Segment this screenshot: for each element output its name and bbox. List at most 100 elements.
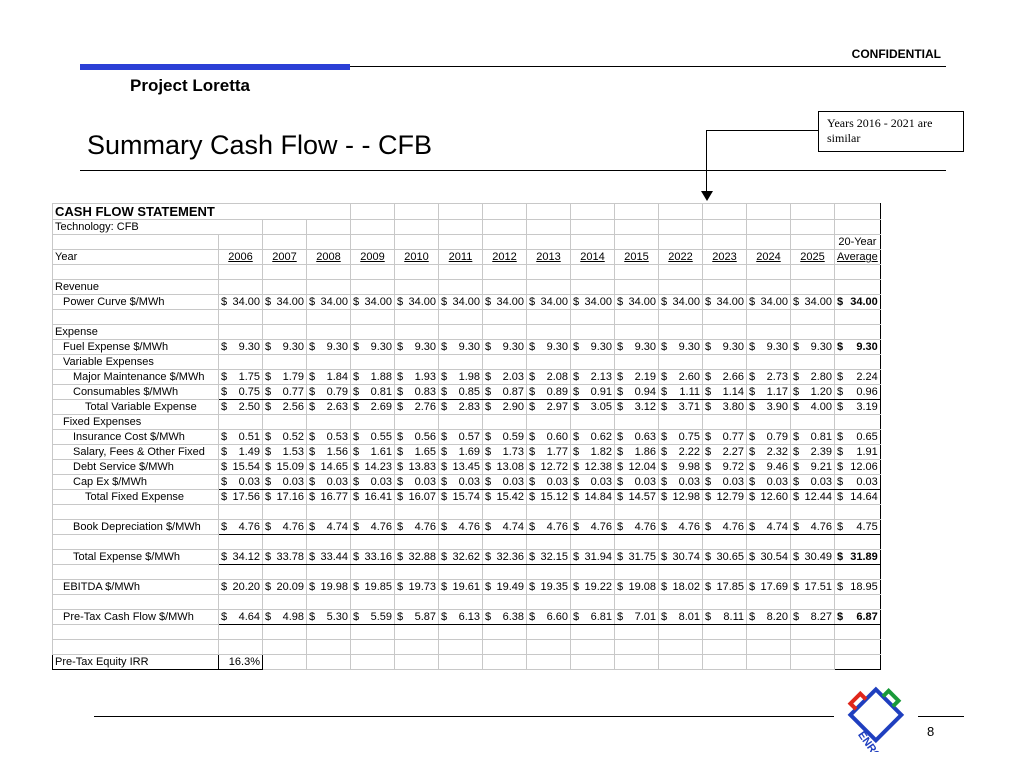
row-label: Fuel Expense $/MWh (52, 339, 219, 355)
cell-value: 9.30 (458, 341, 480, 353)
currency-symbol: $ (353, 386, 360, 398)
cell-value: 34.00 (672, 296, 700, 308)
value-cell: $9.30 (350, 339, 395, 355)
avg-cell (834, 504, 881, 520)
empty-cell (482, 504, 527, 520)
empty-cell (614, 564, 659, 580)
value-cell: $0.52 (262, 429, 307, 445)
empty-cell (262, 639, 307, 655)
value-cell: $0.03 (438, 474, 483, 490)
value-cell: $0.83 (394, 384, 439, 400)
empty-cell (394, 654, 439, 670)
empty-cell (350, 594, 395, 610)
currency-symbol: $ (441, 371, 448, 383)
cell-value: 2.08 (546, 371, 568, 383)
cell-value: 34.00 (540, 296, 568, 308)
average-cell: $12.06 (834, 459, 881, 475)
empty-cell (790, 309, 835, 325)
cell-value: 0.96 (856, 386, 878, 398)
empty-cell (482, 279, 527, 295)
empty-cell (614, 414, 659, 430)
row-label-cell (52, 564, 219, 580)
avg-cell (834, 624, 881, 640)
currency-symbol: $ (837, 386, 844, 398)
currency-symbol: $ (309, 401, 316, 413)
empty-cell (526, 504, 571, 520)
empty-cell (306, 654, 351, 670)
cell-value: 9.30 (326, 341, 348, 353)
currency-symbol: $ (573, 446, 580, 458)
value-cell: $32.15 (526, 549, 571, 565)
empty-cell (746, 354, 791, 370)
currency-symbol: $ (397, 341, 404, 353)
cell-value: 20.20 (232, 581, 260, 593)
empty-cell (658, 354, 703, 370)
cell-value: 13.08 (496, 461, 524, 473)
value-cell: $2.97 (526, 399, 571, 415)
cell-value: 0.03 (590, 476, 612, 488)
cell-value: 12.06 (850, 461, 878, 473)
value-cell: $1.69 (438, 444, 483, 460)
currency-symbol: $ (749, 581, 756, 593)
cell-value: 4.64 (238, 611, 260, 623)
value-cell: $4.76 (350, 519, 395, 535)
currency-symbol: $ (353, 296, 360, 308)
empty-cell (218, 264, 263, 280)
callout-box: Years 2016 - 2021 are similar (818, 111, 964, 152)
value-cell: $30.65 (702, 549, 747, 565)
row-label-cell (52, 624, 219, 640)
value-cell: $4.76 (790, 519, 835, 535)
cell-value: 0.03 (722, 476, 744, 488)
empty-cell (306, 324, 351, 340)
cell-value: 0.03 (282, 476, 304, 488)
value-cell: $34.00 (570, 294, 615, 310)
empty-cell (614, 324, 659, 340)
cell-value: 19.49 (496, 581, 524, 593)
year-header: 2014 (570, 249, 615, 265)
value-cell: $1.11 (658, 384, 703, 400)
empty-cell (218, 234, 263, 250)
currency-symbol: $ (749, 491, 756, 503)
top-rule (80, 66, 946, 67)
cash-flow-table: CASH FLOW STATEMENT Technology: CFB 20-Yea… (52, 203, 881, 670)
callout-arrow-stem (706, 130, 707, 192)
value-cell: $1.17 (746, 384, 791, 400)
cell-value: 34.00 (452, 296, 480, 308)
empty-cell (746, 264, 791, 280)
value-cell: $16.41 (350, 489, 395, 505)
cell-value: 17.16 (276, 491, 304, 503)
cell-value: 20.09 (276, 581, 304, 593)
empty-cell (614, 624, 659, 640)
value-cell: $0.03 (218, 474, 263, 490)
currency-symbol: $ (661, 296, 668, 308)
currency-symbol: $ (705, 491, 712, 503)
currency-symbol: $ (573, 371, 580, 383)
empty-cell (614, 309, 659, 325)
currency-symbol: $ (529, 521, 536, 533)
heading-row: CASH FLOW STATEMENT (52, 203, 881, 220)
empty-cell (482, 324, 527, 340)
currency-symbol: $ (221, 521, 228, 533)
cell-value: 34.00 (496, 296, 524, 308)
empty-cell (790, 534, 835, 550)
cell-value: 0.91 (590, 386, 612, 398)
currency-symbol: $ (837, 461, 844, 473)
cell-value: 2.50 (238, 401, 260, 413)
value-cell: $0.03 (526, 474, 571, 490)
value-cell: $9.30 (702, 339, 747, 355)
empty-cell (394, 639, 439, 655)
empty-cell (746, 219, 791, 235)
cell-value: 9.98 (678, 461, 700, 473)
empty-cell (438, 594, 483, 610)
value-cell: $9.30 (570, 339, 615, 355)
cell-value: 9.30 (856, 341, 878, 353)
footer-rule-right (918, 716, 964, 717)
empty-cell (394, 504, 439, 520)
value-cell: $0.89 (526, 384, 571, 400)
currency-symbol: $ (661, 461, 668, 473)
empty-cell (790, 219, 835, 235)
value-cell: $1.86 (614, 444, 659, 460)
empty-cell (790, 639, 835, 655)
currency-symbol: $ (793, 446, 800, 458)
empty-cell (438, 309, 483, 325)
